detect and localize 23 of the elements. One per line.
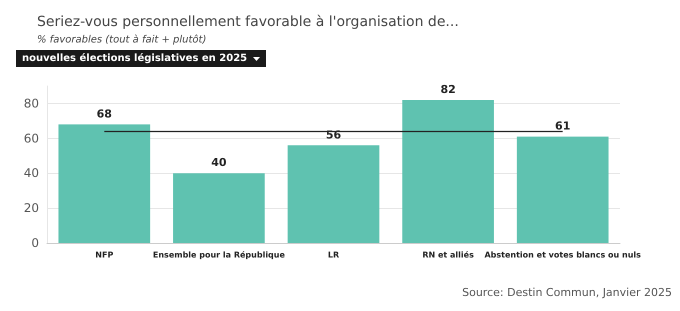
- text: nouvelles élections législatives en 2025: [22, 53, 248, 64]
- data-label: 40: [211, 156, 227, 170]
- bar: [288, 145, 380, 243]
- x-tick-label: RN et alliés: [422, 250, 474, 260]
- chart-subtitle: % favorables (tout à fait + plutôt): [37, 34, 206, 46]
- data-label: 61: [555, 120, 570, 133]
- bar: [58, 124, 150, 243]
- y-tick-label: 0: [31, 236, 39, 250]
- bar: [402, 100, 494, 243]
- data-label: 82: [440, 82, 456, 96]
- data-label: 68: [96, 107, 112, 120]
- y-tick-label: 60: [24, 131, 39, 146]
- x-tick-label: LR: [328, 250, 340, 260]
- bar: [173, 173, 265, 243]
- chart-title: Seriez-vous personnellement favorable à l'organisation de...: [37, 14, 459, 30]
- y-tick-label: 20: [24, 201, 39, 216]
- x-tick-label: NFP: [95, 250, 114, 260]
- y-tick-label: 40: [24, 166, 39, 180]
- bar: [516, 136, 609, 243]
- source-note: Source: Destin Commun, Janvier 2025: [462, 286, 672, 299]
- y-tick-label: 80: [24, 96, 39, 110]
- x-tick-label: Ensemble pour la République: [152, 250, 286, 260]
- x-tick-label: Abstention et votes blancs ou nuls: [484, 250, 642, 260]
